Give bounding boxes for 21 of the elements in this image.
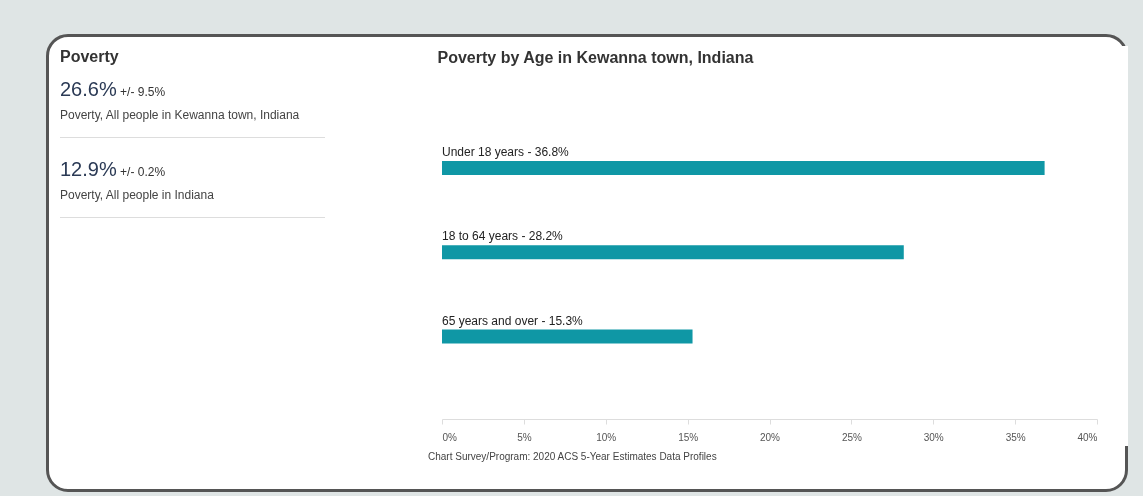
text: Poverty, All people in Kewanna town, Indiana (60, 108, 301, 123)
x-tick-label: 35% (1005, 431, 1026, 443)
chart-title: Poverty by Age in Kewanna town, Indiana (437, 49, 754, 66)
category-label: 65 years and over - 15.3% (442, 313, 583, 328)
x-tick-label: 30% (923, 431, 944, 443)
x-tick-label: 40% (1077, 431, 1098, 443)
text: Poverty (60, 48, 120, 66)
text: Chart Survey/Program: 2020 ACS 5-Year Estimates Data Profiles (428, 451, 717, 462)
category-label: Under 18 years - 36.8% (442, 145, 569, 160)
text: Poverty, All people in Indiana (60, 187, 215, 203)
x-tick-label: 15% (678, 431, 699, 443)
x-tick-label: 25% (841, 431, 862, 443)
text: +/- 9.5% (119, 85, 166, 99)
x-tick-label: 0% (442, 431, 458, 443)
text: 12.9% (60, 157, 117, 180)
text: +/- 0.2% (119, 164, 166, 179)
x-tick-label: 5% (517, 431, 532, 443)
text: 26.6% (60, 78, 117, 100)
x-tick-label: 20% (759, 431, 781, 443)
x-tick-label: 10% (596, 431, 617, 443)
category-label: 18 to 64 years - 28.2% (442, 229, 563, 244)
